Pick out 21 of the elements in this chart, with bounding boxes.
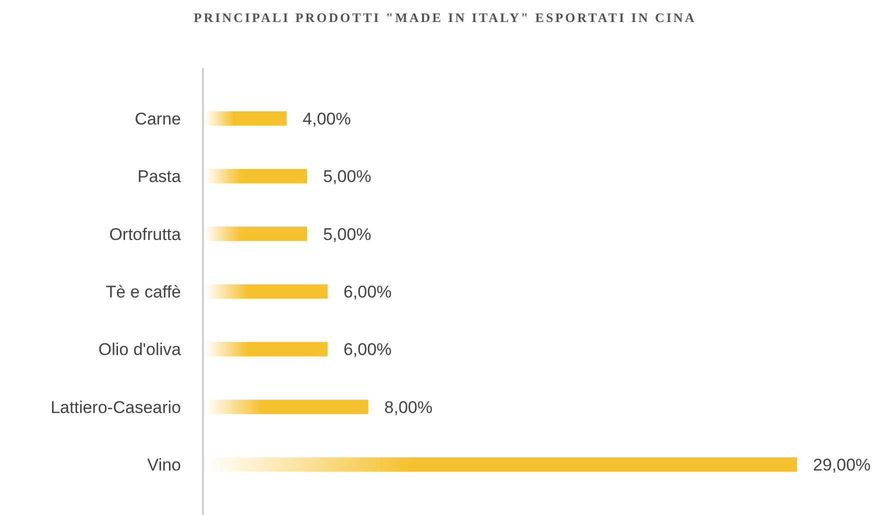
y-tick-label: Ortofrutta xyxy=(109,224,182,244)
bar xyxy=(205,111,287,126)
bar xyxy=(205,226,308,242)
data-label: 6,00% xyxy=(343,340,392,360)
data-label: 4,00% xyxy=(302,109,351,128)
data-label: 8,00% xyxy=(384,398,433,417)
y-tick-label: Lattiero-Caseario xyxy=(50,398,181,417)
bar xyxy=(205,284,328,299)
y-tick-label: Olio d'oliva xyxy=(98,340,182,360)
data-label: 5,00% xyxy=(323,167,372,186)
y-tick-label: Tè e caffè xyxy=(106,282,181,302)
bar xyxy=(205,168,308,184)
y-tick-label: Vino xyxy=(147,455,181,474)
bar xyxy=(205,342,328,356)
chart-title: PRINCIPALI PRODOTTI "MADE IN ITALY" ESPORTATI IN CINA xyxy=(194,10,696,25)
data-label: 5,00% xyxy=(323,224,372,244)
bar xyxy=(205,400,368,414)
y-tick-label: Carne xyxy=(134,109,181,128)
y-tick-label: Pasta xyxy=(138,167,182,186)
data-label: 29,00% xyxy=(813,455,871,474)
data-label: 6,00% xyxy=(343,282,392,302)
